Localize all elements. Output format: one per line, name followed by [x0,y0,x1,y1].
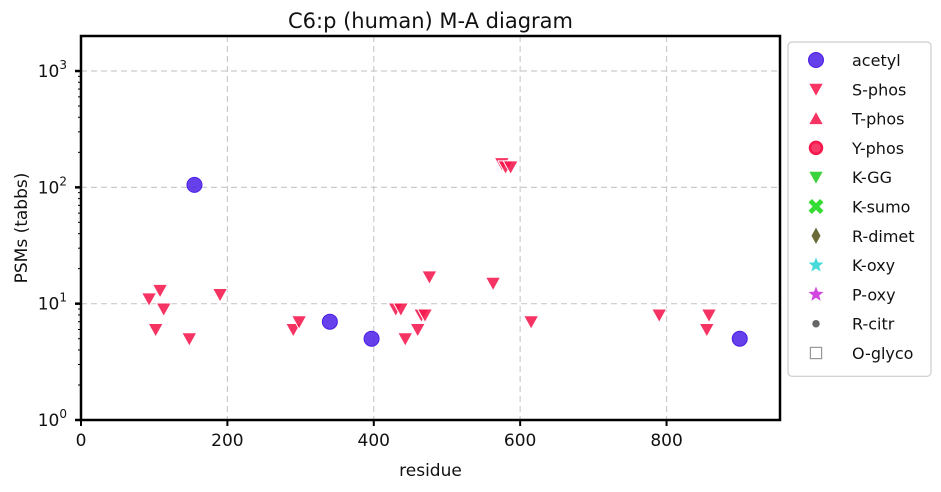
legend-item-k-sumo: K-sumo [808,198,910,217]
x-tick-label: 200 [211,431,243,451]
legend-marker [812,319,820,328]
point-s-phos [392,302,409,317]
legend-label: T-phos [851,110,905,129]
point-s-phos [485,276,502,292]
y-axis-label: PSMs (tabbs) [12,173,32,284]
data-points [141,157,748,347]
legend-marker [808,199,824,214]
legend-label: P-oxy [852,285,896,304]
legend-label: K-GG [852,168,892,187]
point-s-phos [523,315,540,330]
legend-item-k-oxy: K-oxy [808,256,895,275]
point-s-phos [417,308,434,323]
legend-marker [808,257,824,272]
point-s-phos [701,308,718,323]
legend-item-t-phos: T-phos [807,110,905,129]
legend-label: R-dimet [852,227,915,246]
legend: acetyl S-phos T-phos Y-phos K-GG K-sumo R-dime… [787,41,932,377]
legend-label: O-glyco [852,344,913,363]
point-acetyl [731,330,748,347]
legend-label: Y-phos [851,139,904,158]
point-s-phos [409,322,426,338]
legend-label: R-citr [852,315,895,334]
x-axis-label: residue [399,461,462,481]
point-s-phos [698,322,715,338]
legend-label: K-sumo [852,198,910,217]
x-tick-label: 600 [504,431,536,451]
legend-marker [808,170,824,186]
point-s-phos [212,287,229,303]
legend-label: K-oxy [852,256,895,275]
axis-ticks: 0 200 400 600 800 100 101 102 103 [38,58,683,451]
legend-marker [808,82,824,98]
chart-title: C6:p (human) M-A diagram [288,9,573,33]
legend-marker [808,140,824,156]
legend-item-p-oxy: P-oxy [808,285,896,304]
point-acetyl [321,313,338,330]
legend-item-r-dimet: R-dimet [811,227,915,246]
grid [80,36,780,421]
legend-marker [807,110,825,126]
x-tick-label: 0 [76,431,87,451]
legend-marker [808,286,824,301]
point-s-phos [397,332,414,347]
legend-label: acetyl [852,51,901,70]
legend-marker [809,346,823,360]
point-s-phos [181,332,198,347]
point-acetyl [186,176,203,193]
plot-frame [79,34,782,422]
point-s-phos [152,283,169,299]
legend-item-k-gg: K-GG [808,168,892,187]
point-s-phos [421,270,438,285]
x-tick-label: 800 [650,431,682,451]
legend-box [787,41,932,377]
point-s-phos [141,292,158,307]
legend-item-y-phos: Y-phos [808,139,904,158]
legend-item-r-citr: R-citr [812,315,895,334]
legend-item-acetyl: acetyl [808,51,901,70]
point-s-phos [502,160,519,175]
y-tick-label: 101 [38,291,67,315]
legend-label: S-phos [852,80,906,99]
y-tick-label: 102 [38,174,67,198]
legend-marker [808,52,824,68]
point-acetyl [363,330,380,347]
point-s-phos [285,322,302,338]
point-s-phos [291,315,308,330]
legend-item-o-glyco: O-glyco [809,344,913,363]
legend-item-s-phos: S-phos [808,80,906,99]
point-s-phos [155,302,172,317]
x-tick-label: 400 [358,431,390,451]
y-tick-label: 100 [38,407,67,431]
legend-marker [811,227,821,245]
y-tick-label: 103 [38,58,67,82]
point-s-phos [147,322,164,338]
point-s-phos [651,308,668,323]
